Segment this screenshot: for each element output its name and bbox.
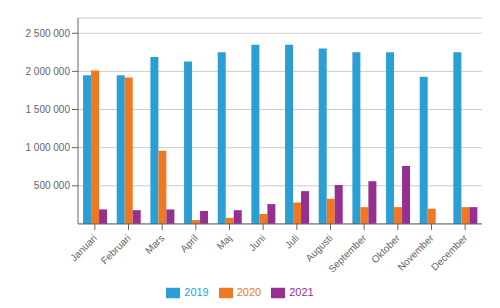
svg-text:Maj: Maj — [215, 232, 234, 251]
svg-text:Augusti: Augusti — [303, 232, 334, 263]
svg-text:2 500 000: 2 500 000 — [26, 28, 71, 39]
svg-text:Juli: Juli — [283, 232, 301, 250]
svg-text:Februari: Februari — [99, 232, 133, 266]
svg-text:Mars: Mars — [143, 232, 167, 256]
svg-text:1 000 000: 1 000 000 — [26, 142, 71, 153]
html-text:2021: 2021 — [289, 285, 314, 298]
svg-text:Januari: Januari — [68, 232, 99, 263]
svg-text:500 000: 500 000 — [34, 180, 71, 191]
html-text:2020: 2020 — [236, 285, 262, 298]
html-text:2019: 2019 — [184, 285, 209, 298]
svg-text:1 500 000: 1 500 000 — [26, 104, 71, 115]
svg-text:2 000 000: 2 000 000 — [26, 66, 71, 77]
svg-text:Oktober: Oktober — [369, 232, 402, 265]
svg-text:Juni: Juni — [247, 232, 268, 253]
svg-text:November: November — [395, 232, 436, 273]
svg-text:April: April — [178, 232, 200, 254]
svg-text:December: December — [429, 232, 470, 273]
svg-text:September: September — [326, 232, 369, 275]
